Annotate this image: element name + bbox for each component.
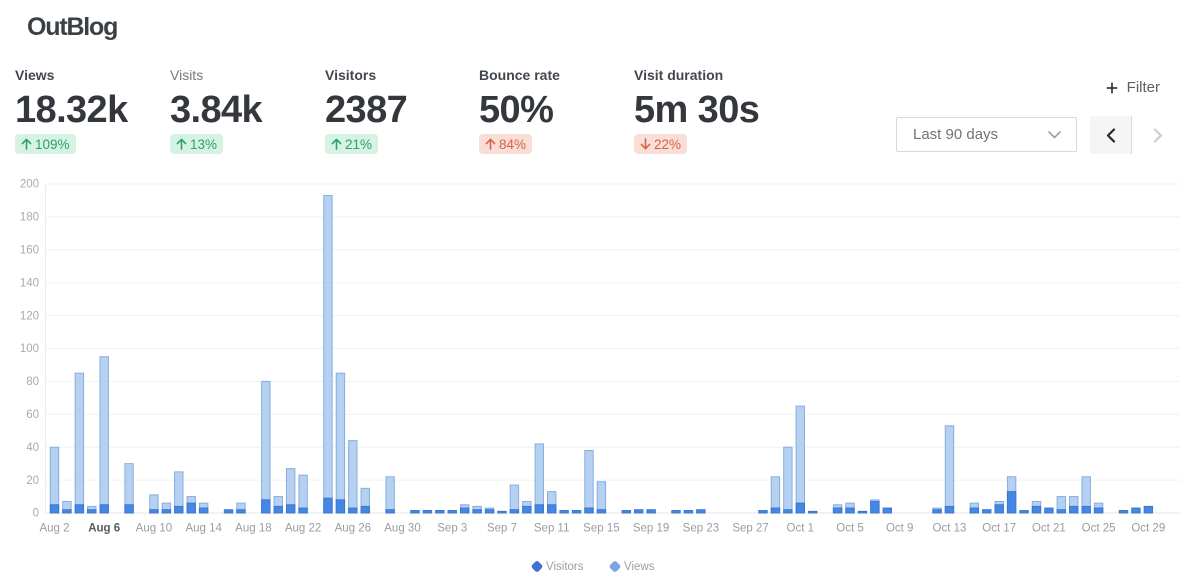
svg-text:60: 60	[26, 409, 39, 421]
svg-text:Aug 22: Aug 22	[285, 523, 321, 535]
svg-text:180: 180	[20, 212, 39, 224]
svg-text:120: 120	[20, 310, 39, 322]
svg-text:Aug 2: Aug 2	[39, 523, 69, 535]
svg-text:Aug 14: Aug 14	[185, 523, 222, 535]
svg-text:Sep 23: Sep 23	[683, 523, 719, 535]
svg-text:Views: Views	[624, 561, 655, 573]
svg-text:Oct 21: Oct 21	[1032, 523, 1066, 535]
svg-text:Aug 30: Aug 30	[384, 523, 420, 535]
svg-text:Sep 19: Sep 19	[633, 523, 669, 535]
svg-text:20: 20	[26, 475, 39, 487]
svg-text:Oct 1: Oct 1	[787, 523, 814, 535]
svg-text:140: 140	[20, 277, 39, 289]
svg-text:100: 100	[20, 343, 39, 355]
svg-text:Oct 25: Oct 25	[1082, 523, 1116, 535]
svg-text:Oct 17: Oct 17	[982, 523, 1016, 535]
svg-text:Aug 18: Aug 18	[235, 523, 271, 535]
svg-text:Aug 10: Aug 10	[136, 523, 172, 535]
svg-text:80: 80	[26, 376, 39, 388]
svg-text:Sep 11: Sep 11	[534, 523, 570, 535]
svg-text:Sep 27: Sep 27	[732, 523, 768, 535]
svg-text:Sep 15: Sep 15	[583, 523, 619, 535]
svg-text:Sep 7: Sep 7	[487, 523, 517, 535]
svg-text:Oct 13: Oct 13	[933, 523, 967, 535]
svg-text:200: 200	[20, 179, 39, 191]
svg-text:Oct 5: Oct 5	[836, 523, 863, 535]
svg-text:Oct 9: Oct 9	[886, 523, 913, 535]
svg-text:40: 40	[26, 442, 39, 454]
svg-text:Visitors: Visitors	[546, 561, 584, 573]
svg-text:Oct 29: Oct 29	[1131, 523, 1165, 535]
svg-text:0: 0	[33, 508, 39, 520]
svg-text:160: 160	[20, 245, 39, 257]
svg-text:Aug 6: Aug 6	[88, 523, 120, 535]
svg-text:Aug 26: Aug 26	[335, 523, 371, 535]
svg-text:Sep 3: Sep 3	[437, 523, 467, 535]
